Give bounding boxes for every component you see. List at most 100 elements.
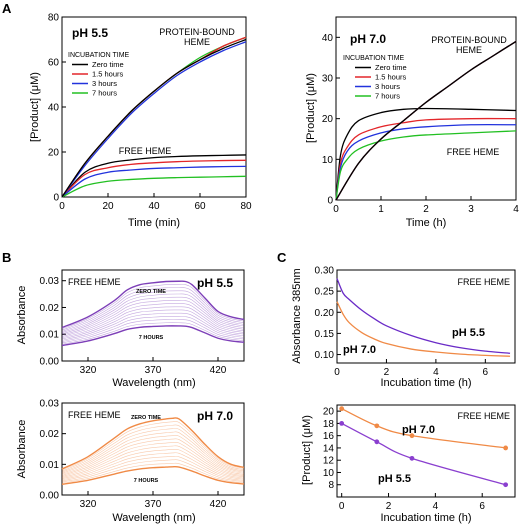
chart-c2-xlabel: Incubation time (h) bbox=[380, 512, 471, 524]
a1-series-free-zero-time bbox=[61, 154, 247, 198]
chart-b2-annotation-7-hours: 7 HOURS bbox=[134, 478, 159, 484]
chart-a1: 0 20 40 60 80 0 20 40 60 80 pH 5.5 PROTEIN-BOUND H… bbox=[29, 13, 252, 230]
c1-series-ph-5-5 bbox=[336, 278, 511, 354]
chart-a2-title: pH 7.0 bbox=[350, 32, 386, 46]
chart-a1-ylabel: [Product] (μM) bbox=[29, 72, 41, 142]
chart-c2-ylabel: [Product] (μM) bbox=[301, 415, 313, 485]
b1-spectrum-7-hours bbox=[61, 325, 245, 347]
a2-series-protein-bound-1-5-hours bbox=[335, 40, 517, 201]
a1-series-protein-bound-3-hours bbox=[61, 41, 247, 198]
chart-c2-label-ph70: pH 7.0 bbox=[402, 424, 435, 436]
c1-series-ph-7-0 bbox=[336, 301, 511, 357]
b1-intermediate-spectrum bbox=[61, 290, 245, 332]
c1-ytick-label: 0.25 bbox=[315, 287, 335, 298]
a2-series-free-1-5-hours bbox=[335, 117, 517, 201]
chart-c2-title: FREE HEME bbox=[457, 411, 510, 421]
a1-xtick-label: 60 bbox=[194, 201, 206, 212]
a1-series-free-3-hours bbox=[61, 165, 247, 198]
b2-intermediate-spectrum bbox=[61, 448, 245, 480]
b1-xtick-label: 420 bbox=[210, 365, 227, 376]
c2-point-ph-7-0 bbox=[409, 433, 415, 439]
b1-intermediate-spectrum bbox=[61, 287, 245, 331]
chart-b2-annotation-zero-time: ZERO TIME bbox=[131, 415, 161, 421]
chart-a2-annotation-protein-bound: PROTEIN-BOUND HEME bbox=[431, 35, 507, 55]
chart-a1-annotation-protein-bound: PROTEIN-BOUND HEME bbox=[159, 27, 235, 47]
a2-legend-label: 1.5 hours bbox=[375, 73, 407, 82]
b2-intermediate-spectrum bbox=[61, 441, 245, 477]
c2-ytick-label: 8 bbox=[328, 480, 334, 491]
chart-c2-label-ph55: pH 5.5 bbox=[378, 473, 411, 485]
c1-ytick-label: 0.30 bbox=[315, 266, 335, 277]
panel-label-b: B bbox=[2, 250, 11, 265]
a1-ytick-label: 80 bbox=[48, 13, 60, 24]
c1-ytick-label: 0.10 bbox=[315, 350, 335, 361]
a1-legend-label: 3 hours bbox=[92, 79, 117, 88]
b1-intermediate-spectrum bbox=[61, 293, 245, 333]
c1-xtick-label: 6 bbox=[483, 367, 489, 378]
b1-intermediate-spectrum bbox=[61, 312, 245, 341]
b1-intermediate-spectrum bbox=[61, 322, 245, 345]
a1-xtick-label: 40 bbox=[148, 201, 160, 212]
b2-ytick-label: 0.02 bbox=[40, 429, 60, 440]
c2-series-ph-7-0 bbox=[341, 408, 506, 449]
c2-ytick-label: 14 bbox=[323, 443, 335, 454]
a1-series-protein-bound-zero-time bbox=[61, 38, 247, 198]
chart-c1-title: FREE HEME bbox=[457, 277, 510, 287]
b2-intermediate-spectrum bbox=[61, 431, 245, 474]
b2-ytick-label: 0.03 bbox=[40, 399, 60, 410]
panel-label-a: A bbox=[2, 1, 12, 16]
c2-ytick-label: 16 bbox=[323, 431, 335, 442]
a2-ytick-label: 30 bbox=[322, 74, 334, 85]
b2-intermediate-spectrum bbox=[61, 424, 245, 472]
c2-point-ph-7-0 bbox=[374, 423, 380, 429]
b2-intermediate-spectrum bbox=[61, 428, 245, 473]
a1-ytick-label: 40 bbox=[48, 103, 60, 114]
chart-a2-ylabel: [Product] (μM) bbox=[305, 73, 317, 143]
chart-b1-title: pH 5.5 bbox=[197, 276, 233, 290]
chart-a1-annotation-free-heme: FREE HEME bbox=[119, 146, 172, 156]
chart-b2-title: pH 7.0 bbox=[197, 409, 233, 423]
a2-ytick-label: 0 bbox=[327, 196, 333, 207]
a2-legend-label: 7 hours bbox=[375, 92, 400, 101]
b2-ytick-label: 0.00 bbox=[40, 491, 60, 502]
c2-point-ph-5-5 bbox=[339, 421, 345, 426]
b2-intermediate-spectrum bbox=[61, 438, 245, 476]
c2-ytick-label: 18 bbox=[323, 419, 335, 430]
b2-xtick-label: 320 bbox=[80, 499, 97, 510]
a2-ytick-label: 20 bbox=[322, 114, 334, 125]
b1-intermediate-spectrum bbox=[61, 284, 245, 330]
b2-xtick-label: 420 bbox=[210, 499, 227, 510]
a2-series-protein-bound-7-hours bbox=[335, 40, 517, 201]
b1-ytick-label: 0.02 bbox=[40, 303, 60, 314]
a2-series-free-3-hours bbox=[335, 123, 517, 201]
chart-b2: 320 370 420 0.00 0.01 0.02 0.03 pH 7.0 FREE HE… bbox=[16, 399, 245, 524]
b1-xtick-label: 320 bbox=[80, 365, 97, 376]
b2-intermediate-spectrum bbox=[61, 459, 245, 483]
chart-b1-annotation-free-heme: FREE HEME bbox=[68, 277, 121, 287]
a1-series-protein-bound-7-hours bbox=[61, 36, 247, 198]
a1-ytick-label: 60 bbox=[48, 58, 60, 69]
b2-intermediate-spectrum bbox=[61, 452, 245, 481]
c2-point-ph-5-5 bbox=[503, 482, 509, 488]
chart-c1: 0 2 4 6 0.10 0.15 0.20 0.25 0.30 FREE HEME pH 5.… bbox=[291, 266, 516, 389]
a2-xtick-label: 2 bbox=[423, 204, 429, 215]
a2-xtick-label: 0 bbox=[333, 204, 339, 215]
b2-xtick-label: 370 bbox=[145, 499, 162, 510]
a2-xtick-label: 3 bbox=[468, 204, 474, 215]
a2-series-free-zero-time bbox=[335, 107, 517, 201]
a2-series-free-7-hours bbox=[335, 130, 517, 201]
chart-c1-xlabel: Incubation time (h) bbox=[380, 377, 471, 389]
c2-xtick-label: 6 bbox=[479, 501, 485, 512]
chart-b1-ylabel: Absorbance bbox=[16, 286, 28, 345]
c2-point-ph-7-0 bbox=[339, 406, 345, 412]
chart-a2-annotation-free-heme: FREE HEME bbox=[447, 147, 500, 157]
a1-ytick-label: 0 bbox=[53, 193, 59, 204]
b2-spectrum-zero-time bbox=[61, 417, 245, 470]
chart-a2-legend-title: INCUBATION TIME bbox=[343, 55, 405, 62]
b2-spectrum-7-hours bbox=[61, 465, 245, 485]
b1-intermediate-spectrum bbox=[61, 303, 245, 337]
a1-series-free-7-hours bbox=[61, 175, 247, 198]
